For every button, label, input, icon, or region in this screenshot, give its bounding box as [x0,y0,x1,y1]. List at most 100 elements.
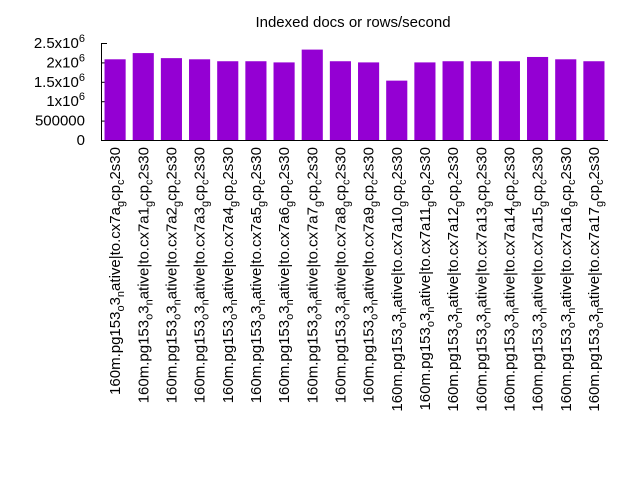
x-tick-label-part: c [594,179,606,185]
x-tick-label-part: g [538,201,550,207]
x-tick-label-part: |to.cx7a10 [389,207,406,276]
x-tick-label-part: c [566,179,578,185]
x-tick-label-part: 3 [192,305,209,313]
x-tick-label-part: g [509,201,521,207]
x-tick-label-part: g [425,201,437,207]
y-tick-label: 2.5x106 [34,33,85,52]
x-tick-label-part: 3 [220,305,237,313]
y-tick-exponent: 6 [79,52,85,64]
x-tick-label-part: o [228,314,240,320]
x-tick-label: 160m.pg153o3native|to.cx7a15gcpc2s30 [530,147,550,412]
x-tick-label-part: g [453,201,465,207]
x-tick-label-part: c [425,179,437,185]
x-tick-label-part: c [538,179,550,185]
x-tick-label-part: c [509,179,521,185]
x-tick-label-part: o [509,322,521,328]
x-tick-label-part: cp [163,185,180,201]
x-tick-label-part: 160m.pg153 [304,320,321,403]
x-tick-label-part: 2s30 [304,147,321,180]
x-tick-label-part: |to.cx7a6 [276,207,293,268]
x-tick-label-part: ative [473,276,490,308]
x-tick-label-part: n [425,307,437,313]
bar [273,62,295,140]
x-tick-label-part: 3 [473,314,490,322]
x-tick-label: 160m.pg153o3native|to.cx7a11gcpc2s30 [417,147,437,411]
x-tick-label-part: 2s30 [586,147,603,180]
x-tick-label-part: |to.cx7a [107,206,124,259]
x-tick-label-part: 2s30 [192,147,209,180]
chart-title: Indexed docs or rows/second [255,14,450,31]
x-tick-label-part: 2s30 [389,147,406,180]
x-tick-label-part: |to.cx7a17 [586,207,603,276]
x-tick-label-part: |to.cx7a3 [192,207,209,268]
x-tick-label-part: n [200,299,212,305]
x-tick-label-part: ative [276,268,293,300]
x-tick-label-part: |to.cx7a13 [473,207,490,276]
x-tick-label-part: g [369,201,381,207]
x-tick-label-part: o [340,314,352,320]
x-tick-label-part: 160m.pg153 [192,320,209,403]
x-tick-label-part: n [115,291,127,297]
y-tick-exponent: 6 [79,33,85,45]
x-tick-label-part: 3 [417,313,434,321]
x-tick-label-part: g [143,201,155,207]
x-tick-label-part: ative [530,276,547,308]
x-tick-label-part: o [425,321,437,327]
x-tick-label-part: o [369,314,381,320]
bar [555,59,577,140]
x-tick-label-part: n [369,299,381,305]
x-tick-label-part: o [538,322,550,328]
x-tick-label-part: 160m.pg153 [473,328,490,411]
x-tick-label-part: 160m.pg153 [417,327,434,410]
bar [470,61,492,140]
x-tick-label-part: 3 [361,305,378,313]
x-tick-label-part: 3 [248,305,265,313]
x-tick-label-part: ative [558,276,575,308]
bar [217,61,239,140]
x-tick-label-part: 3 [135,305,152,313]
x-tick-label-part: o [453,322,465,328]
x-tick-label-part: c [143,179,155,185]
x-tick-label-part: 2s30 [473,147,490,180]
x-tick-label: 160m.pg153o3native|to.cx7a5gcpc2s30 [248,147,268,403]
x-tick-label-part: 160m.pg153 [445,328,462,411]
x-tick-label-part: c [284,179,296,185]
x-tick-label-part: 3 [586,314,603,322]
bars [104,49,605,141]
x-tick-label-part: g [228,201,240,207]
y-tick-exponent: 6 [79,91,85,103]
bar [442,61,464,140]
x-tick-label-part: c [228,179,240,185]
x-tick-label-part: g [340,201,352,207]
x-tick-label-part: cp [276,185,293,201]
bar [301,49,323,140]
bar [358,62,380,140]
x-tick-label-part: n [481,308,493,314]
x-tick-label-part: c [340,179,352,185]
x-tick-label-part: ative [248,268,265,300]
x-tick-label-part: cp [304,185,321,201]
x-tick-label-part: 160m.pg153 [135,320,152,403]
x-tick-label-part: c [200,179,212,185]
x-tick-label-part: cp [417,185,434,201]
x-tick-label-part: 3 [107,297,124,305]
x-tick-label-part: 160m.pg153 [530,328,547,411]
x-tick-label-part: 160m.pg153 [107,312,124,395]
x-tick-label-part: cp [586,185,603,201]
x-tick-label-part: o [115,305,127,311]
x-tick-label: 160m.pg153o3native|to.cx7a4gcpc2s30 [220,147,240,403]
x-tick-label-part: g [256,201,268,207]
x-tick-label: 160m.pg153o3native|to.cx7a2gcpc2s30 [163,147,183,403]
x-tick-label-part: |to.cx7a9 [361,207,378,268]
x-tick-label-part: g [200,201,212,207]
bar [414,62,436,140]
x-tick-label-part: 2s30 [558,147,575,180]
bar [245,61,267,140]
x-tick-label-part: n [509,308,521,314]
y-tick-label: 500000 [35,113,85,130]
x-tick-label-part: cp [473,185,490,201]
x-tick-label-part: |to.cx7a16 [558,207,575,276]
x-tick-label-part: 3 [332,305,349,313]
x-tick-label-part: c [481,179,493,185]
